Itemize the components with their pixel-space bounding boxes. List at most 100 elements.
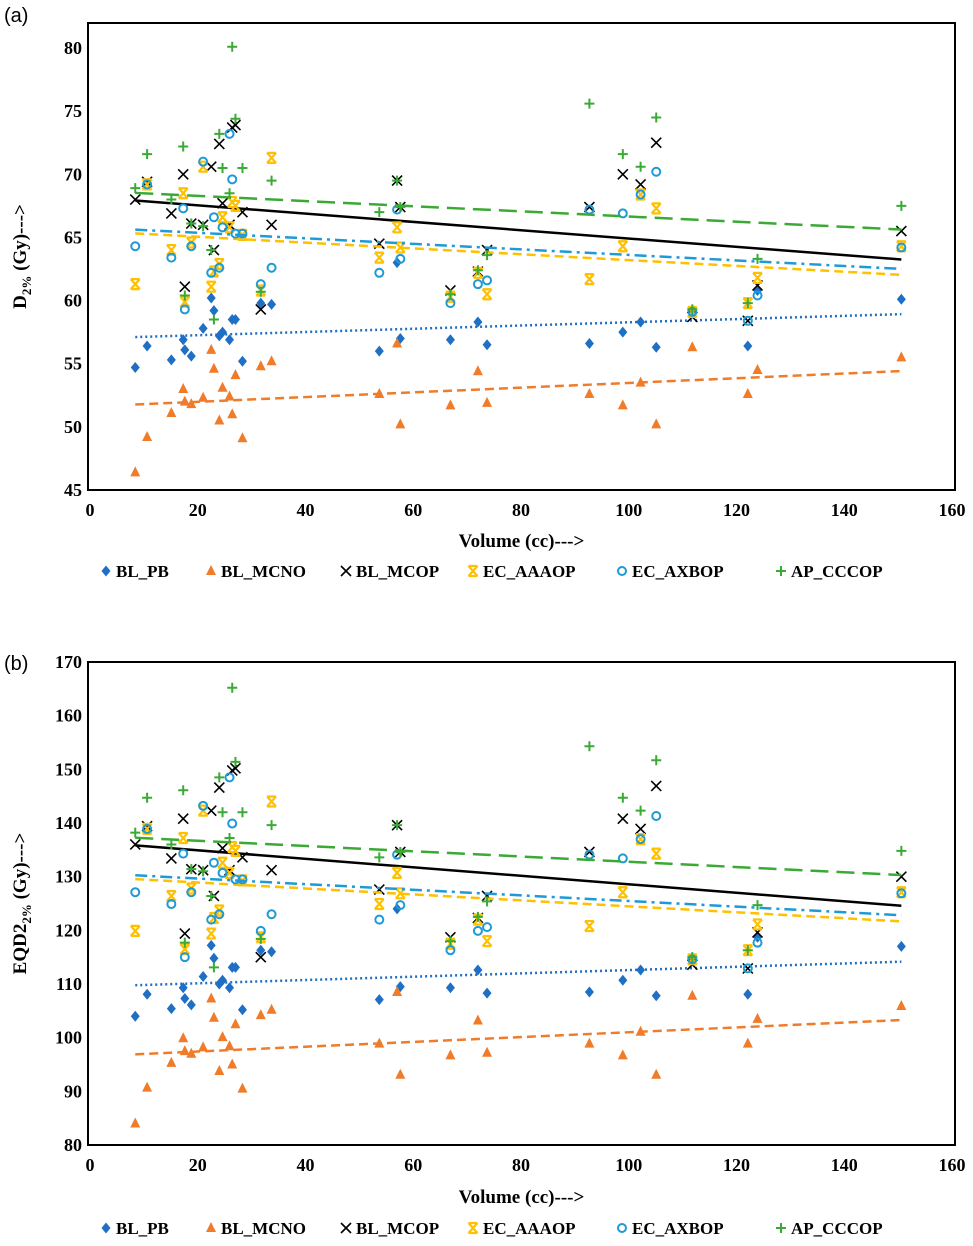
x-marker bbox=[216, 197, 229, 209]
diamond-marker bbox=[166, 354, 176, 366]
data-point-EC_AAAOP bbox=[617, 240, 629, 253]
data-point-BL_MCNO bbox=[178, 382, 189, 393]
data-point-EC_AAAOP bbox=[635, 833, 646, 846]
plus-marker bbox=[206, 890, 217, 901]
data-point-BL_PB bbox=[896, 293, 906, 305]
data-point-BL_MCNO bbox=[392, 337, 403, 348]
plus-marker bbox=[237, 807, 248, 818]
circle-marker bbox=[224, 128, 235, 139]
x-tick-label: 0 bbox=[86, 500, 95, 520]
triangle-marker bbox=[392, 337, 403, 348]
triangle-marker bbox=[237, 1082, 248, 1093]
x-tick-label: 140 bbox=[831, 500, 858, 520]
data-point-BL_MCNO bbox=[687, 341, 698, 352]
triangle-marker bbox=[214, 414, 225, 425]
barred-x-marker bbox=[635, 188, 646, 201]
plus-marker bbox=[651, 112, 662, 123]
data-point-AP_CCCOP bbox=[198, 221, 209, 232]
circle-marker bbox=[651, 811, 662, 822]
triangle-marker bbox=[752, 364, 763, 375]
data-point-BL_MCNO bbox=[217, 381, 228, 392]
x-tick-label: 60 bbox=[404, 1155, 422, 1175]
x-marker bbox=[177, 813, 189, 825]
data-point-EC_AAAOP bbox=[208, 265, 220, 278]
trendline-BL_MCOP bbox=[135, 844, 902, 907]
x-marker bbox=[340, 565, 352, 577]
circle-marker bbox=[617, 208, 628, 219]
data-point-BL_MCNO bbox=[374, 388, 385, 399]
data-point-AP_CCCOP bbox=[224, 833, 235, 844]
data-point-EC_AXBOP bbox=[482, 922, 493, 933]
diamond-marker bbox=[584, 338, 594, 350]
barred-x-marker bbox=[752, 271, 763, 284]
data-point-BL_MCNO bbox=[482, 396, 493, 407]
data-point-BL_MCNO bbox=[752, 1012, 763, 1023]
plus-marker bbox=[584, 98, 595, 109]
x-marker bbox=[255, 303, 267, 315]
y-axis-label: D2% (Gy)---> bbox=[10, 204, 34, 309]
y-tick-label: 160 bbox=[55, 706, 82, 726]
trendline-EC_AXBOP bbox=[135, 228, 902, 271]
legend-label: EC_AAAOP bbox=[483, 562, 576, 581]
diamond-marker bbox=[618, 974, 628, 986]
data-point-AP_CCCOP bbox=[687, 952, 698, 963]
y-tick-label: 130 bbox=[55, 867, 82, 887]
circle-marker bbox=[179, 304, 190, 315]
data-point-AP_CCCOP bbox=[374, 207, 385, 218]
data-point-AP_CCCOP bbox=[752, 900, 763, 911]
plus-marker bbox=[237, 162, 248, 173]
diamond-marker bbox=[218, 326, 228, 338]
circle-marker bbox=[374, 267, 385, 278]
circle-marker bbox=[255, 925, 266, 936]
triangle-marker bbox=[687, 989, 698, 1000]
plus-marker bbox=[472, 911, 483, 922]
data-point-EC_AXBOP bbox=[178, 848, 189, 859]
legend-label: BL_PB bbox=[116, 1219, 169, 1238]
diamond-marker bbox=[130, 362, 140, 374]
data-point-BL_MCNO bbox=[224, 390, 235, 401]
data-point-EC_AXBOP bbox=[166, 252, 177, 263]
triangle-marker bbox=[482, 1046, 493, 1057]
triangle-marker bbox=[230, 369, 241, 380]
diamond-marker bbox=[743, 340, 753, 352]
series-AP_CCCOP bbox=[130, 682, 907, 973]
data-point-EC_AXBOP bbox=[896, 888, 907, 899]
legend-item: BL_MCNO bbox=[206, 562, 306, 581]
data-point-EC_AXBOP bbox=[752, 937, 763, 948]
data-point-AP_CCCOP bbox=[142, 792, 153, 803]
series-BL_MCNO bbox=[130, 986, 907, 1128]
barred-x-marker bbox=[896, 240, 907, 253]
diamond-marker bbox=[101, 565, 111, 577]
x-tick-label: 100 bbox=[615, 500, 642, 520]
plus-marker bbox=[687, 952, 698, 963]
triangle-marker bbox=[255, 1009, 266, 1020]
series-BL_PB bbox=[130, 903, 906, 1022]
data-point-BL_PB bbox=[584, 986, 594, 998]
x-marker bbox=[617, 813, 629, 825]
data-point-BL_PB bbox=[584, 338, 594, 350]
barred-x-marker bbox=[373, 897, 385, 911]
triangle-marker bbox=[217, 1031, 228, 1042]
triangle-marker bbox=[206, 992, 217, 1003]
series-BL_MCNO bbox=[130, 337, 907, 477]
diamond-marker bbox=[618, 326, 628, 338]
data-point-BL_MCNO bbox=[445, 399, 456, 410]
data-point-BL_PB bbox=[209, 305, 219, 317]
data-point-BL_PB bbox=[218, 974, 228, 986]
diamond-marker bbox=[636, 964, 646, 976]
plus-marker bbox=[230, 113, 241, 124]
data-point-BL_MCOP bbox=[179, 281, 191, 293]
x-tick-label: 160 bbox=[939, 500, 966, 520]
data-point-AP_CCCOP bbox=[237, 162, 248, 173]
x-tick-label: 80 bbox=[512, 1155, 530, 1175]
diamond-marker bbox=[209, 305, 219, 317]
plus-marker bbox=[896, 200, 907, 211]
barred-x-marker bbox=[197, 160, 209, 173]
plus-marker bbox=[752, 900, 763, 911]
data-point-BL_MCNO bbox=[255, 360, 266, 371]
legend-label: AP_CCCOP bbox=[791, 1219, 883, 1238]
trendline-BL_MCNO bbox=[135, 1018, 902, 1056]
data-point-BL_MCNO bbox=[166, 1056, 177, 1067]
y-tick-label: 75 bbox=[64, 101, 82, 121]
